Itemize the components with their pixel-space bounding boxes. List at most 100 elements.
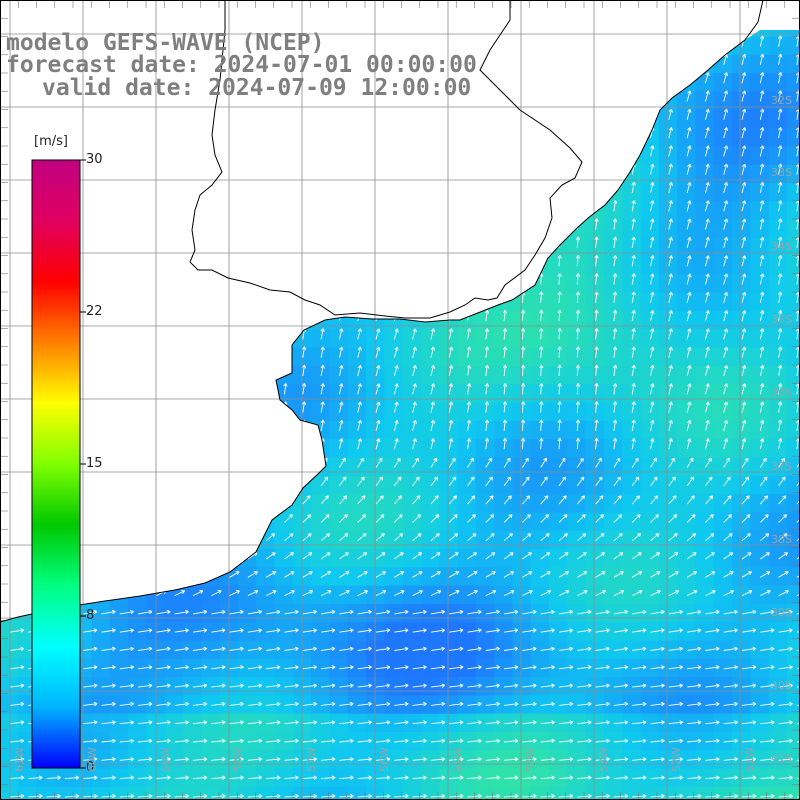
speed-cell bbox=[512, 439, 532, 459]
speed-cell bbox=[640, 347, 660, 367]
speed-cell bbox=[750, 146, 770, 166]
speed-cell bbox=[512, 366, 532, 385]
speed-cell bbox=[713, 420, 733, 440]
speed-cell bbox=[475, 420, 495, 440]
speed-cell bbox=[347, 402, 367, 422]
speed-cell bbox=[658, 530, 678, 550]
speed-cell bbox=[366, 786, 385, 800]
speed-cell bbox=[695, 109, 715, 129]
speed-cell bbox=[329, 366, 349, 385]
speed-cell bbox=[402, 530, 422, 550]
speed-cell bbox=[768, 183, 788, 202]
colorbar-unit: [m/s] bbox=[34, 134, 68, 149]
speed-cell bbox=[713, 146, 733, 166]
speed-cell bbox=[549, 329, 568, 349]
speed-cell bbox=[677, 219, 696, 239]
speed-cell bbox=[549, 585, 568, 605]
speed-cell bbox=[603, 292, 623, 312]
speed-cell bbox=[677, 585, 696, 605]
speed-cell bbox=[768, 91, 788, 111]
speed-cell bbox=[475, 549, 495, 568]
speed-cell bbox=[585, 256, 605, 276]
speed-cell bbox=[494, 347, 513, 367]
speed-cell bbox=[677, 530, 696, 550]
speed-cell bbox=[750, 347, 770, 367]
speed-cell bbox=[640, 366, 660, 385]
speed-cell bbox=[695, 164, 715, 184]
speed-cell bbox=[622, 201, 642, 221]
speed-cell bbox=[768, 311, 788, 330]
speed-cell bbox=[585, 786, 605, 800]
speed-cell bbox=[567, 292, 587, 312]
speed-cell bbox=[311, 402, 330, 422]
speed-cell bbox=[695, 530, 715, 550]
lat-label: 32S bbox=[771, 94, 792, 107]
speed-cell bbox=[750, 183, 770, 202]
speed-cell bbox=[512, 786, 532, 800]
speed-cell bbox=[494, 329, 513, 349]
speed-cell bbox=[732, 54, 751, 74]
speed-cell bbox=[329, 530, 349, 550]
speed-cell bbox=[622, 567, 642, 587]
speed-cell bbox=[622, 439, 642, 459]
speed-cell bbox=[512, 384, 532, 404]
speed-cell bbox=[549, 274, 568, 294]
lon-label: 61W bbox=[13, 747, 26, 772]
speed-cell bbox=[677, 128, 696, 147]
speed-cell bbox=[732, 73, 751, 93]
speed-cell bbox=[786, 420, 800, 440]
speed-cell bbox=[658, 128, 678, 147]
speed-cell bbox=[640, 274, 660, 294]
speed-cell bbox=[622, 329, 642, 349]
speed-cell bbox=[603, 530, 623, 550]
speed-cell bbox=[585, 219, 605, 239]
lon-label: 51W bbox=[743, 747, 756, 772]
speed-cell bbox=[347, 567, 367, 587]
speed-cell bbox=[384, 549, 404, 568]
speed-cell bbox=[786, 237, 800, 257]
speed-cell bbox=[695, 201, 715, 221]
speed-cell bbox=[713, 183, 733, 202]
speed-cell bbox=[494, 402, 513, 422]
speed-cell bbox=[658, 311, 678, 330]
speed-cell bbox=[768, 347, 788, 367]
speed-cell bbox=[530, 311, 550, 330]
speed-cell bbox=[713, 567, 733, 587]
speed-cell bbox=[567, 237, 587, 257]
speed-cell bbox=[512, 329, 532, 349]
speed-cell bbox=[640, 292, 660, 312]
speed-cell bbox=[732, 439, 751, 459]
speed-cell bbox=[677, 109, 696, 129]
speed-cell bbox=[640, 585, 660, 605]
speed-cell bbox=[750, 366, 770, 385]
speed-cell bbox=[603, 347, 623, 367]
speed-cell bbox=[512, 420, 532, 440]
speed-cell bbox=[530, 549, 550, 568]
speed-cell bbox=[549, 347, 568, 367]
speed-cell bbox=[494, 311, 513, 330]
speed-cell bbox=[603, 366, 623, 385]
speed-cell bbox=[732, 146, 751, 166]
speed-cell bbox=[585, 420, 605, 440]
lon-label: 60W bbox=[86, 747, 99, 772]
speed-cell bbox=[677, 420, 696, 440]
speed-cell bbox=[603, 274, 623, 294]
speed-cell bbox=[475, 329, 495, 349]
speed-cell bbox=[677, 237, 696, 257]
speed-cell bbox=[750, 54, 770, 74]
speed-cell bbox=[640, 237, 660, 257]
speed-cell bbox=[658, 439, 678, 459]
speed-cell bbox=[457, 786, 477, 800]
speed-cell bbox=[329, 347, 349, 367]
speed-cell bbox=[750, 91, 770, 111]
speed-cell bbox=[494, 530, 513, 550]
speed-cell bbox=[622, 274, 642, 294]
speed-cell bbox=[530, 292, 550, 312]
lat-label: 37S bbox=[771, 460, 792, 473]
speed-cell bbox=[786, 128, 800, 147]
speed-cell bbox=[786, 329, 800, 349]
speed-cell bbox=[366, 549, 385, 568]
speed-cell bbox=[713, 274, 733, 294]
speed-cell bbox=[475, 567, 495, 587]
speed-cell bbox=[713, 128, 733, 147]
